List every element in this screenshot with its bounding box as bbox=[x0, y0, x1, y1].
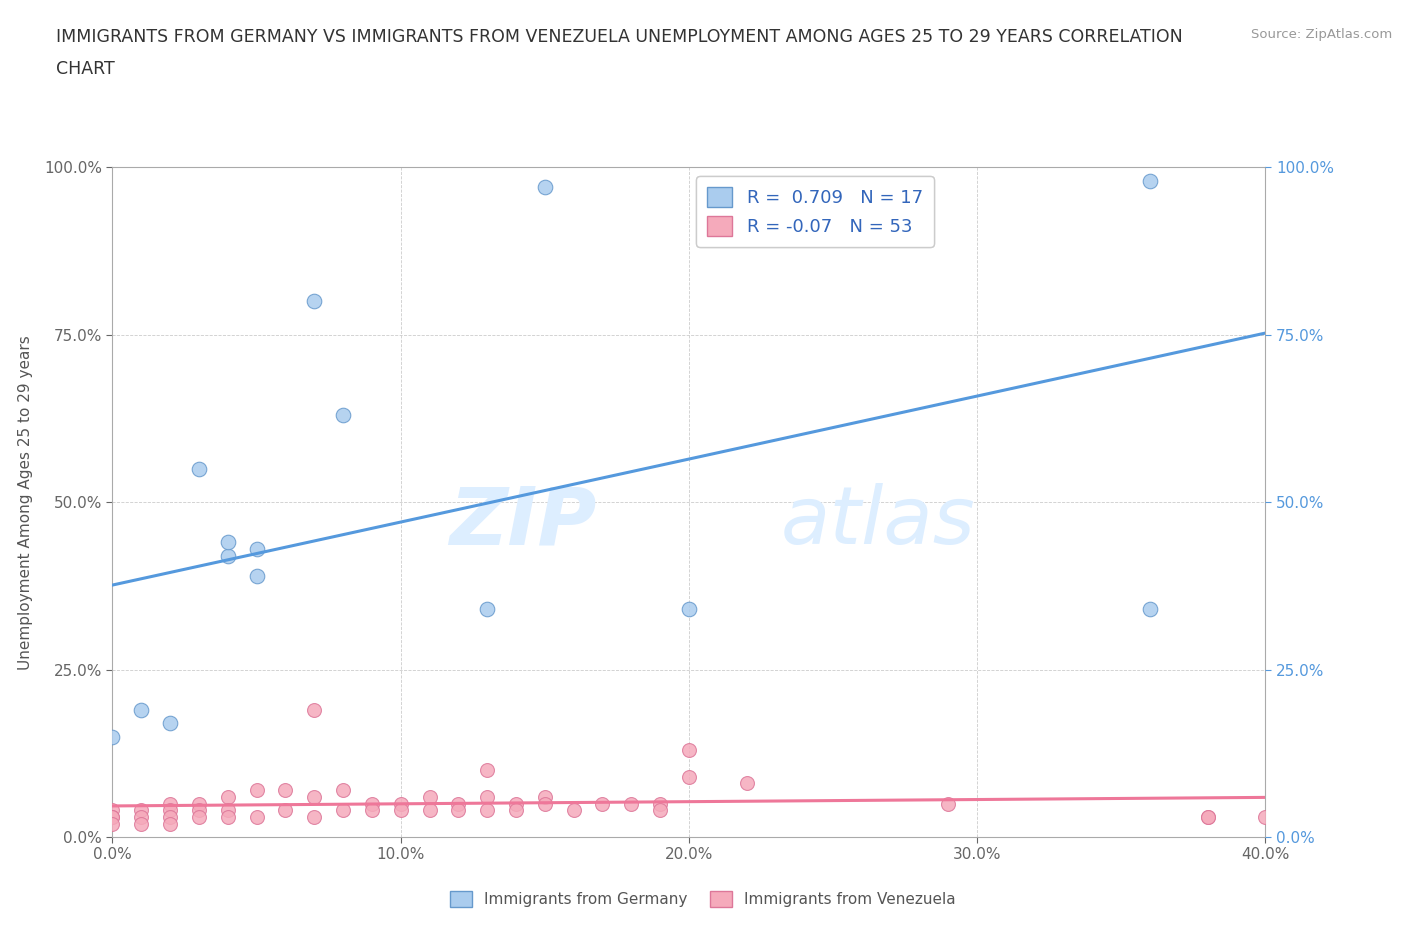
Point bbox=[389, 796, 412, 811]
Point bbox=[129, 702, 153, 717]
Point bbox=[274, 803, 297, 817]
Point bbox=[274, 783, 297, 798]
Point bbox=[159, 809, 181, 824]
Point bbox=[419, 790, 441, 804]
Point bbox=[217, 803, 239, 817]
Point bbox=[101, 809, 124, 824]
Text: atlas: atlas bbox=[782, 484, 976, 562]
Point bbox=[678, 742, 700, 757]
Point bbox=[1197, 809, 1219, 824]
Legend: Immigrants from Germany, Immigrants from Venezuela: Immigrants from Germany, Immigrants from… bbox=[444, 884, 962, 913]
Point bbox=[217, 535, 239, 550]
Point bbox=[1139, 602, 1161, 617]
Point bbox=[936, 796, 959, 811]
Point bbox=[217, 790, 239, 804]
Legend: R =  0.709   N = 17, R = -0.07   N = 53: R = 0.709 N = 17, R = -0.07 N = 53 bbox=[696, 177, 934, 246]
Point bbox=[533, 180, 555, 195]
Point bbox=[562, 803, 585, 817]
Point bbox=[620, 796, 643, 811]
Point bbox=[101, 817, 124, 831]
Point bbox=[304, 702, 326, 717]
Text: CHART: CHART bbox=[56, 60, 115, 78]
Point bbox=[505, 796, 527, 811]
Text: ZIP: ZIP bbox=[450, 484, 596, 562]
Point bbox=[475, 790, 498, 804]
Point bbox=[304, 790, 326, 804]
Point bbox=[360, 803, 382, 817]
Point bbox=[101, 803, 124, 817]
Point bbox=[217, 549, 239, 564]
Point bbox=[533, 796, 555, 811]
Point bbox=[533, 790, 555, 804]
Point bbox=[188, 803, 211, 817]
Point bbox=[389, 803, 412, 817]
Point bbox=[188, 809, 211, 824]
Point bbox=[159, 796, 181, 811]
Point bbox=[1139, 173, 1161, 188]
Point bbox=[475, 763, 498, 777]
Point bbox=[188, 796, 211, 811]
Point bbox=[101, 809, 124, 824]
Point bbox=[217, 809, 239, 824]
Point bbox=[159, 716, 181, 731]
Point bbox=[505, 803, 527, 817]
Point bbox=[332, 407, 354, 422]
Point bbox=[129, 809, 153, 824]
Point bbox=[1254, 809, 1277, 824]
Point bbox=[419, 803, 441, 817]
Point bbox=[245, 541, 267, 556]
Point bbox=[475, 803, 498, 817]
Point bbox=[188, 461, 211, 476]
Y-axis label: Unemployment Among Ages 25 to 29 years: Unemployment Among Ages 25 to 29 years bbox=[18, 335, 32, 670]
Point bbox=[159, 817, 181, 831]
Point bbox=[332, 803, 354, 817]
Point bbox=[678, 602, 700, 617]
Point bbox=[447, 803, 470, 817]
Point bbox=[735, 776, 758, 790]
Point bbox=[304, 294, 326, 309]
Point bbox=[245, 809, 267, 824]
Point bbox=[129, 803, 153, 817]
Point bbox=[332, 783, 354, 798]
Point bbox=[447, 796, 470, 811]
Point bbox=[245, 783, 267, 798]
Point bbox=[475, 602, 498, 617]
Point bbox=[129, 817, 153, 831]
Point bbox=[592, 796, 614, 811]
Point bbox=[304, 809, 326, 824]
Point bbox=[1197, 809, 1219, 824]
Point bbox=[245, 568, 267, 583]
Point bbox=[648, 803, 672, 817]
Text: Source: ZipAtlas.com: Source: ZipAtlas.com bbox=[1251, 28, 1392, 41]
Point bbox=[648, 796, 672, 811]
Point bbox=[159, 803, 181, 817]
Point bbox=[101, 729, 124, 744]
Point bbox=[360, 796, 382, 811]
Text: IMMIGRANTS FROM GERMANY VS IMMIGRANTS FROM VENEZUELA UNEMPLOYMENT AMONG AGES 25 : IMMIGRANTS FROM GERMANY VS IMMIGRANTS FR… bbox=[56, 28, 1182, 46]
Point bbox=[678, 769, 700, 784]
